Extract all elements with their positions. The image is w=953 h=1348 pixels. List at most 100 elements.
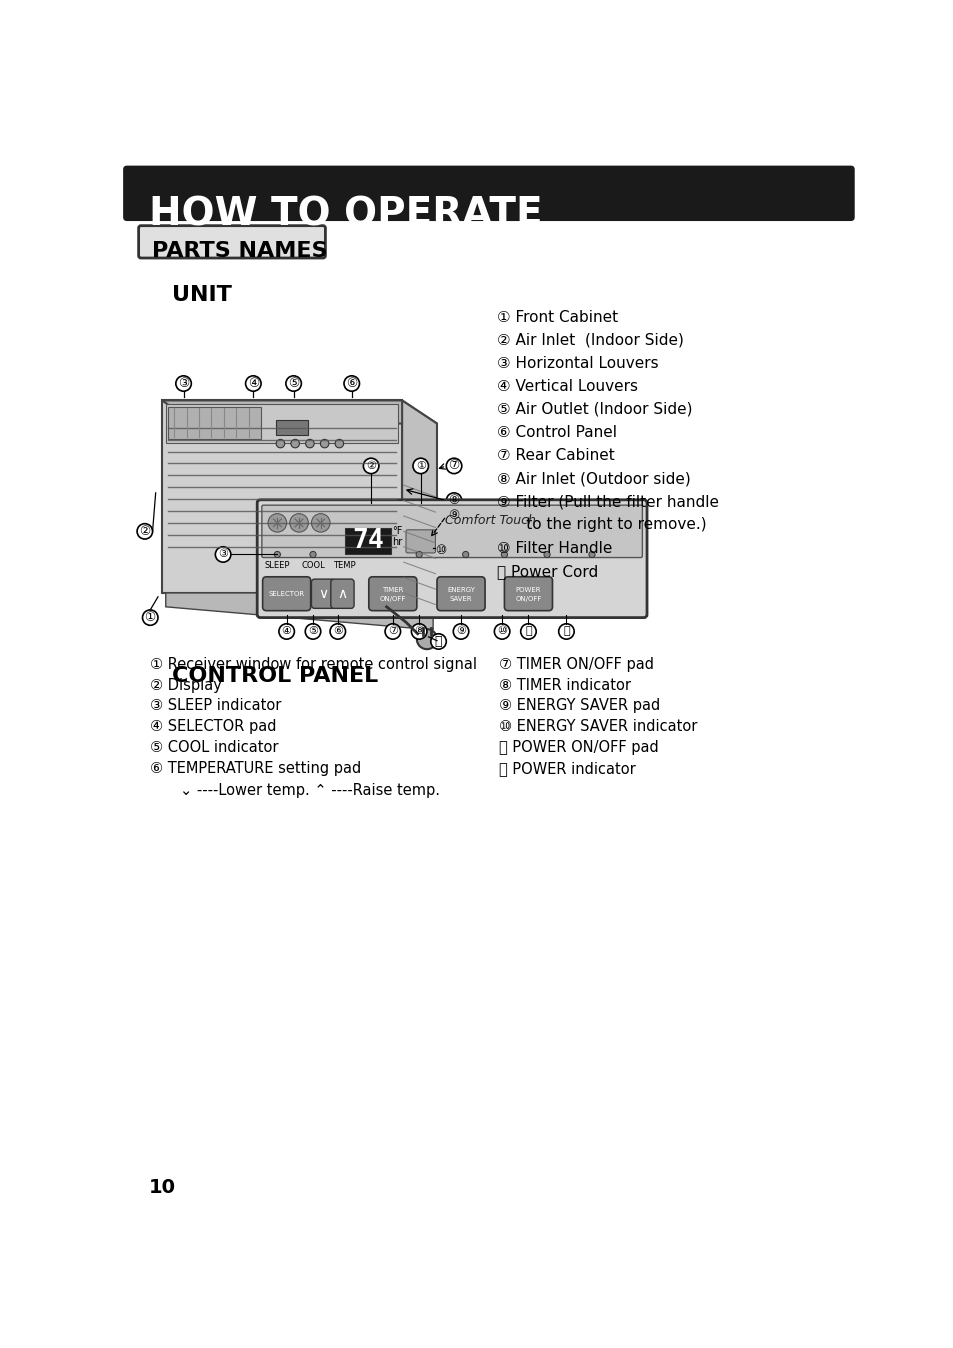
Text: POWER: POWER	[516, 586, 540, 593]
Text: ③: ③	[218, 550, 228, 559]
FancyBboxPatch shape	[138, 225, 325, 257]
Circle shape	[462, 551, 468, 558]
Circle shape	[330, 624, 345, 639]
Circle shape	[142, 609, 158, 625]
Text: PARTS NAMES: PARTS NAMES	[152, 241, 327, 262]
FancyBboxPatch shape	[123, 166, 854, 221]
Text: ① Front Cabinet: ① Front Cabinet	[497, 310, 618, 325]
Text: ⑨ ENERGY SAVER pad: ⑨ ENERGY SAVER pad	[498, 698, 659, 713]
Text: ③ SLEEP indicator: ③ SLEEP indicator	[150, 698, 281, 713]
Text: ② Air Inlet  (Indoor Side): ② Air Inlet (Indoor Side)	[497, 333, 683, 348]
Text: ⑦: ⑦	[448, 460, 459, 472]
Text: SELECTOR: SELECTOR	[269, 590, 304, 597]
Circle shape	[520, 624, 536, 639]
Circle shape	[588, 551, 595, 558]
Text: to the right to remove.): to the right to remove.)	[497, 518, 706, 532]
Circle shape	[494, 624, 509, 639]
Text: ⑦ TIMER ON/OFF pad: ⑦ TIMER ON/OFF pad	[498, 656, 654, 671]
Text: SAVER: SAVER	[449, 596, 472, 603]
Text: ③: ③	[178, 377, 189, 390]
Circle shape	[320, 439, 329, 448]
Text: ⑩: ⑩	[497, 627, 507, 636]
Circle shape	[411, 624, 427, 639]
Text: ②: ②	[139, 524, 151, 538]
Circle shape	[305, 439, 314, 448]
Text: ⑫: ⑫	[562, 627, 569, 636]
Text: ⑤ COOL indicator: ⑤ COOL indicator	[150, 740, 278, 755]
Circle shape	[446, 508, 461, 523]
Text: ⑦: ⑦	[388, 627, 397, 636]
Text: ∧: ∧	[337, 586, 347, 601]
Circle shape	[433, 543, 448, 558]
FancyBboxPatch shape	[344, 527, 391, 554]
FancyBboxPatch shape	[311, 580, 335, 608]
Text: HOW TO OPERATE: HOW TO OPERATE	[149, 195, 541, 233]
Text: ∨: ∨	[317, 586, 328, 601]
Text: ① Receiver window for remote control signal: ① Receiver window for remote control sig…	[150, 656, 476, 671]
Text: ①: ①	[416, 461, 425, 470]
Circle shape	[311, 514, 330, 532]
Circle shape	[310, 551, 315, 558]
Text: ⑦ Rear Cabinet: ⑦ Rear Cabinet	[497, 448, 615, 464]
Polygon shape	[402, 400, 436, 616]
Circle shape	[344, 376, 359, 391]
Circle shape	[446, 458, 461, 473]
Circle shape	[453, 624, 468, 639]
Text: 10: 10	[149, 1178, 175, 1197]
Text: ON/OFF: ON/OFF	[379, 596, 406, 603]
Circle shape	[137, 523, 152, 539]
Circle shape	[558, 624, 574, 639]
Text: ⑩ ENERGY SAVER indicator: ⑩ ENERGY SAVER indicator	[498, 720, 697, 735]
Text: ⑧ TIMER indicator: ⑧ TIMER indicator	[498, 678, 630, 693]
Text: ⑪ POWER ON/OFF pad: ⑪ POWER ON/OFF pad	[498, 740, 659, 755]
Text: COOL: COOL	[301, 561, 325, 570]
Text: ⑪: ⑪	[435, 635, 442, 648]
Text: ⑩ Filter Handle: ⑩ Filter Handle	[497, 541, 612, 555]
FancyBboxPatch shape	[436, 577, 484, 611]
Circle shape	[175, 376, 192, 391]
Text: ①: ①	[145, 611, 155, 624]
FancyBboxPatch shape	[406, 530, 435, 553]
Text: CONTROL PANEL: CONTROL PANEL	[172, 666, 377, 686]
Text: ③ Horizontal Louvers: ③ Horizontal Louvers	[497, 356, 659, 371]
FancyBboxPatch shape	[369, 577, 416, 611]
Text: ④: ④	[248, 377, 258, 390]
Circle shape	[215, 547, 231, 562]
Text: ⑨: ⑨	[456, 627, 465, 636]
FancyBboxPatch shape	[275, 419, 308, 435]
FancyBboxPatch shape	[331, 580, 354, 608]
FancyBboxPatch shape	[257, 500, 646, 617]
Text: ⑧: ⑧	[414, 627, 424, 636]
FancyBboxPatch shape	[168, 407, 261, 439]
Text: ② Display: ② Display	[150, 678, 222, 693]
Text: ④ Vertical Louvers: ④ Vertical Louvers	[497, 379, 638, 394]
Circle shape	[543, 551, 550, 558]
Text: ⑤: ⑤	[308, 627, 317, 636]
Text: ON/OFF: ON/OFF	[515, 596, 541, 603]
Text: hr: hr	[392, 537, 402, 547]
Text: ENERGY: ENERGY	[447, 586, 475, 593]
Polygon shape	[162, 400, 436, 423]
Polygon shape	[166, 593, 433, 630]
Circle shape	[413, 458, 428, 473]
Text: ⑥: ⑥	[333, 627, 342, 636]
Text: ⑩: ⑩	[435, 545, 446, 557]
Text: °F: °F	[392, 526, 402, 537]
Text: SLEEP: SLEEP	[264, 561, 290, 570]
Circle shape	[363, 458, 378, 473]
Text: TIMER: TIMER	[382, 586, 403, 593]
Circle shape	[274, 551, 280, 558]
Circle shape	[305, 624, 320, 639]
Text: Comfort Touch: Comfort Touch	[444, 514, 535, 527]
Text: ④ SELECTOR pad: ④ SELECTOR pad	[150, 720, 276, 735]
FancyBboxPatch shape	[262, 577, 311, 611]
FancyBboxPatch shape	[426, 518, 436, 580]
Text: ⑥ Control Panel: ⑥ Control Panel	[497, 425, 617, 439]
Text: ④: ④	[281, 627, 292, 636]
Text: ⑫ POWER indicator: ⑫ POWER indicator	[498, 760, 635, 776]
Circle shape	[290, 514, 308, 532]
Circle shape	[446, 493, 461, 508]
Text: ⑪: ⑪	[524, 627, 531, 636]
Text: ⑧ Air Inlet (Outdoor side): ⑧ Air Inlet (Outdoor side)	[497, 472, 691, 487]
FancyBboxPatch shape	[504, 577, 552, 611]
